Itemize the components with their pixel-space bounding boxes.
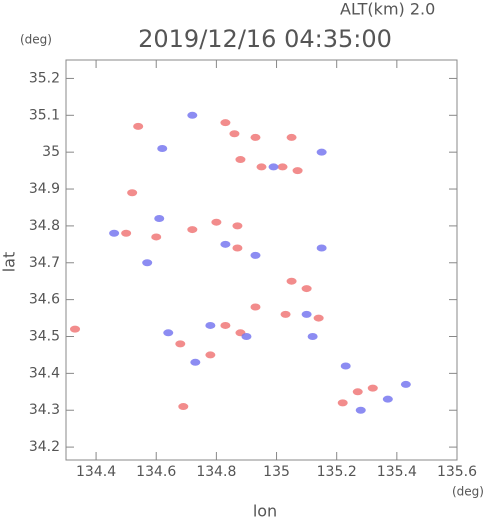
echo-point [337, 399, 348, 407]
echo-point [229, 130, 240, 138]
echo-point [190, 358, 201, 366]
y-tick-label: 35.1 [29, 107, 60, 123]
echo-point [235, 156, 246, 164]
x-axis-label: lon [253, 502, 277, 521]
echo-point [142, 259, 153, 267]
echo-point [175, 340, 186, 348]
y-tick-label: 35 [42, 144, 60, 160]
echo-point [220, 119, 231, 127]
y-tick-label: 35.2 [29, 70, 60, 86]
echo-point [133, 122, 144, 130]
y-tick-label: 34.3 [29, 402, 60, 418]
echo-point [313, 314, 324, 322]
echo-point [367, 384, 378, 392]
x-tick-label: 134.6 [136, 464, 176, 480]
echo-point [151, 233, 162, 241]
x-tick-label: 135.4 [377, 464, 417, 480]
echo-point [187, 111, 198, 119]
echo-point [187, 226, 198, 234]
echo-point [154, 215, 165, 223]
y-unit: (deg) [20, 33, 52, 47]
echo-point [352, 388, 363, 396]
x-tick-label: 134.4 [76, 464, 116, 480]
x-tick-label: 135.6 [437, 464, 477, 480]
echo-point [256, 163, 267, 171]
echo-point [205, 351, 216, 359]
echo-point [316, 244, 327, 252]
echo-point [250, 251, 261, 259]
y-tick-label: 34.7 [29, 255, 60, 271]
echo-point [178, 403, 189, 411]
echo-point [157, 144, 168, 152]
echo-point [241, 332, 252, 340]
echo-point [355, 406, 366, 414]
echo-point [163, 329, 174, 337]
echo-point [340, 362, 351, 370]
echo-point [232, 244, 243, 252]
y-tick-label: 34.6 [29, 292, 60, 308]
y-tick-label: 34.4 [29, 365, 60, 381]
echo-point [307, 332, 318, 340]
echo-point [250, 303, 261, 311]
y-axis-label: lat [0, 252, 19, 273]
y-tick-label: 34.2 [29, 439, 60, 455]
echo-point [205, 321, 216, 329]
echo-point [280, 310, 291, 318]
echo-point [316, 148, 327, 156]
y-tick-label: 34.9 [29, 181, 60, 197]
echo-point [70, 325, 81, 333]
echo-point [250, 133, 261, 141]
echo-point [121, 229, 132, 237]
y-tick-label: 34.5 [29, 328, 60, 344]
echo-point [211, 218, 222, 226]
echo-point [382, 395, 393, 403]
subtitle: ALT(km) 2.0 [340, 0, 435, 19]
x-tick-label: 135.2 [317, 464, 357, 480]
echo-point [220, 240, 231, 248]
plot-frame [65, 59, 458, 461]
echo-point [127, 189, 138, 197]
echo-point [109, 229, 120, 237]
echo-point [292, 167, 303, 175]
echo-point [301, 285, 312, 293]
echo-point [232, 222, 243, 230]
echo-point [286, 133, 297, 141]
x-tick-label: 134.8 [196, 464, 236, 480]
x-tick-label: 135 [263, 464, 290, 480]
echo-point [220, 321, 231, 329]
echo-point [286, 277, 297, 285]
y-tick-label: 34.8 [29, 218, 60, 234]
x-unit: (deg) [452, 485, 484, 499]
echo-point [400, 380, 411, 388]
echo-point [301, 310, 312, 318]
echo-point [277, 163, 288, 171]
echo-point [268, 163, 279, 171]
chart-title: 2019/12/16 04:35:00 [138, 25, 392, 53]
